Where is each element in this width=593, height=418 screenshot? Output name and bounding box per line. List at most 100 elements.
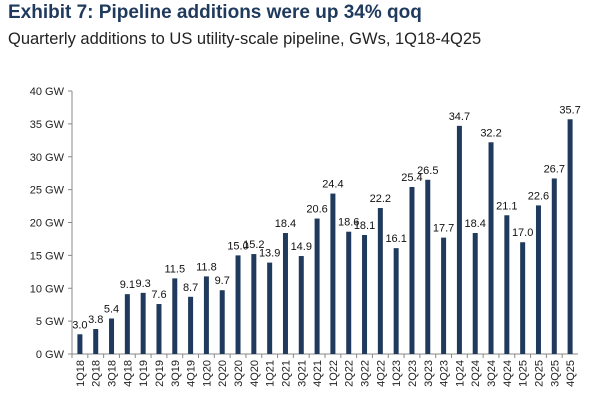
bar	[235, 255, 241, 354]
data-label: 32.2	[480, 127, 501, 139]
y-tick-label: 35 GW	[30, 119, 65, 131]
bar	[124, 294, 130, 354]
bar	[77, 334, 83, 354]
data-label: 18.1	[354, 220, 375, 232]
y-tick-label: 40 GW	[30, 86, 65, 98]
data-label: 26.5	[417, 165, 438, 177]
data-label: 25.4	[401, 172, 422, 184]
bar	[409, 186, 415, 354]
data-label: 5.4	[104, 303, 119, 315]
bar	[472, 233, 478, 354]
x-tick-label: 1Q18	[75, 360, 87, 387]
x-tick-label: 2Q19	[154, 360, 166, 387]
bar	[535, 205, 541, 354]
bar	[393, 248, 399, 354]
bar	[188, 296, 194, 354]
bar	[520, 242, 526, 354]
bar	[441, 237, 447, 354]
data-label: 18.4	[465, 218, 486, 230]
data-label: 35.7	[559, 104, 580, 116]
y-tick-label: 20 GW	[30, 218, 65, 230]
x-tick-label: 1Q25	[518, 360, 530, 387]
x-tick-label: 2Q18	[91, 360, 103, 387]
data-label: 16.1	[385, 233, 406, 245]
x-tick-label: 3Q18	[107, 360, 119, 387]
bar	[567, 119, 573, 355]
x-tick-label: 4Q18	[122, 360, 134, 387]
x-tick-label: 4Q23	[439, 360, 451, 387]
x-tick-label: 3Q19	[170, 360, 182, 387]
data-label: 21.1	[496, 200, 517, 212]
data-label: 26.7	[544, 163, 565, 175]
bar	[219, 290, 225, 354]
bar	[346, 231, 352, 354]
data-label: 15.0	[227, 240, 248, 252]
data-label: 20.6	[306, 204, 327, 216]
x-tick-label: 2Q24	[470, 360, 482, 387]
data-label: 9.3	[136, 278, 151, 290]
y-tick-label: 10 GW	[30, 283, 65, 295]
x-tick-label: 3Q24	[486, 360, 498, 387]
data-label: 22.2	[370, 193, 391, 205]
x-tick-label: 3Q23	[423, 360, 435, 387]
chart-subtitle: Quarterly additions to US utility-scale …	[8, 30, 482, 48]
x-tick-label: 1Q20	[201, 360, 213, 387]
x-tick-label: 1Q21	[265, 360, 277, 387]
x-tick-label: 2Q23	[407, 360, 419, 387]
x-tick-label: 4Q19	[186, 360, 198, 387]
x-tick-label: 4Q22	[375, 360, 387, 387]
bar	[551, 178, 557, 354]
x-tick-label: 2Q21	[280, 360, 292, 387]
data-label: 3.8	[88, 314, 103, 326]
bar	[140, 292, 146, 354]
data-label: 17.7	[433, 223, 454, 235]
y-tick-label: 5 GW	[36, 316, 65, 328]
bar	[109, 318, 115, 354]
bar	[377, 208, 383, 354]
bar	[425, 179, 431, 354]
data-label: 9.7	[215, 275, 230, 287]
x-tick-label: 3Q20	[233, 360, 245, 387]
bar	[298, 256, 304, 354]
data-label: 9.1	[120, 279, 135, 291]
data-label: 22.6	[528, 190, 549, 202]
x-tick-label: 4Q21	[312, 360, 324, 387]
bar	[93, 329, 99, 354]
x-tick-label: 3Q21	[296, 360, 308, 387]
data-label: 18.6	[338, 217, 359, 229]
data-label: 13.9	[259, 248, 280, 260]
x-tick-label: 4Q25	[565, 360, 577, 387]
data-label: 17.0	[512, 227, 533, 239]
x-tick-label: 1Q23	[391, 360, 403, 387]
data-label: 3.0	[72, 319, 87, 331]
bar	[362, 234, 368, 354]
bar	[172, 278, 178, 354]
bar	[282, 233, 288, 354]
data-label: 11.8	[196, 261, 217, 273]
x-tick-label: 1Q22	[328, 360, 340, 387]
data-label: 24.4	[322, 179, 343, 191]
bar	[251, 254, 257, 354]
data-label: 11.5	[164, 263, 185, 275]
bar	[330, 193, 336, 354]
data-label: 8.7	[183, 282, 198, 294]
bar	[456, 125, 462, 354]
y-tick-label: 15 GW	[30, 250, 65, 262]
x-tick-label: 2Q20	[217, 360, 229, 387]
y-tick-label: 30 GW	[30, 152, 65, 164]
data-label: 18.4	[275, 218, 296, 230]
data-label: 7.6	[151, 289, 166, 301]
x-tick-label: 3Q22	[360, 360, 372, 387]
y-tick-label: 0 GW	[36, 349, 65, 361]
bar	[203, 276, 209, 354]
bar	[156, 304, 162, 354]
x-tick-label: 2Q25	[533, 360, 545, 387]
x-tick-label: 3Q25	[549, 360, 561, 387]
bar	[504, 215, 510, 354]
x-tick-label: 1Q24	[454, 360, 466, 387]
x-tick-label: 2Q22	[344, 360, 356, 387]
bar	[314, 218, 320, 354]
y-tick-label: 25 GW	[30, 185, 65, 197]
bar	[267, 262, 273, 354]
